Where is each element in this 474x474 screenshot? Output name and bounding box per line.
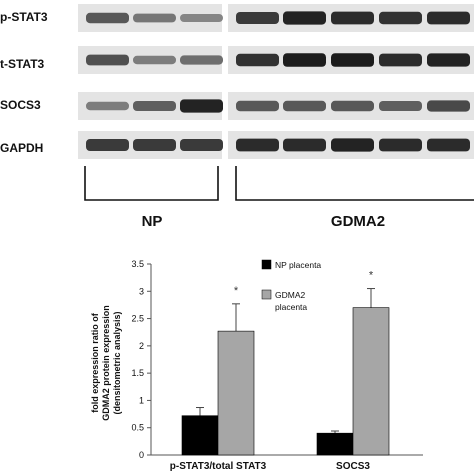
blot-band: [379, 11, 422, 25]
y-tick-label: 3.5: [131, 259, 144, 269]
bar-chart: fold expression ratio of GDMA2 protein e…: [90, 259, 423, 472]
blot-band: [236, 100, 279, 112]
blot-band: [331, 138, 374, 152]
y-tick-label: 1.5: [131, 368, 144, 378]
blot-band: [379, 138, 422, 152]
significance-asterisk: *: [234, 285, 239, 297]
legend: NP placenta GDMA2 placenta: [261, 259, 321, 312]
y-ticks: 0 0.5 1 1.5 2 2.5 3 3.5: [131, 259, 151, 460]
significance-markers: **: [234, 270, 374, 297]
blot-label-gapdh: GAPDH: [0, 141, 43, 155]
blot-band: [331, 11, 374, 25]
legend-swatch-np-placenta: [261, 259, 272, 270]
blot-band: [236, 53, 279, 67]
blot-band: [379, 53, 422, 67]
blot-band: [427, 138, 470, 152]
y-tick-label: 1: [139, 395, 144, 405]
blot-band: [427, 11, 470, 25]
y-tick-label: 2.5: [131, 314, 144, 324]
y-axis-label-line-2: GDMA2 protein expression: [101, 305, 111, 421]
blot-band: [427, 53, 470, 67]
blot-band: [236, 138, 279, 152]
blot-label-t-stat3: t-STAT3: [0, 57, 45, 71]
blot-band: [86, 139, 129, 151]
blot-band: [180, 139, 223, 151]
y-tick-label: 0.5: [131, 423, 144, 433]
western-blot-panel: p-STAT3 t-STAT3 SOCS3 GAPDH NP GDMA2: [0, 4, 474, 230]
bars: [181, 307, 390, 456]
legend-label-np-placenta: NP placenta: [275, 260, 321, 270]
blot-band: [427, 100, 470, 112]
blot-band: [180, 55, 223, 65]
blot-band: [86, 54, 129, 66]
blot-band: [379, 101, 422, 111]
blot-band: [133, 101, 176, 111]
bar-np-placenta-1: [316, 432, 354, 456]
blot-band: [133, 139, 176, 151]
blot-band: [236, 12, 279, 24]
bar-np-placenta-0: [181, 415, 219, 456]
blot-strips: [78, 4, 474, 159]
y-tick-label: 3: [139, 286, 144, 296]
blot-band: [283, 100, 326, 112]
blot-band: [283, 138, 326, 152]
bar-gdma2-placenta-0: [217, 330, 255, 456]
blot-band: [331, 100, 374, 112]
blot-band: [133, 55, 176, 65]
blot-band: [331, 53, 374, 67]
category-label-p-stat3-total-stat3: p-STAT3/total STAT3: [170, 461, 267, 472]
blot-label-p-stat3: p-STAT3: [0, 10, 48, 24]
group-label-gdma2: GDMA2: [331, 213, 385, 230]
y-axis-label-line-1: fold expression ratio of: [90, 312, 100, 413]
y-axis-label-line-3: (densitometric analysis): [112, 311, 122, 414]
legend-label-gdma2-placenta: GDMA2 placenta: [275, 290, 307, 312]
blot-label-socs3: SOCS3: [0, 98, 41, 112]
blot-band: [180, 99, 223, 113]
blot-band: [283, 53, 326, 67]
y-tick-label: 2: [139, 341, 144, 351]
blot-band: [283, 11, 326, 25]
error-bars: [196, 288, 375, 434]
blot-band: [86, 101, 129, 111]
y-tick-label: 0: [139, 450, 144, 460]
blot-band: [86, 12, 129, 24]
category-label-socs3: SOCS3: [336, 461, 370, 472]
blot-band: [133, 13, 176, 23]
bar-gdma2-placenta-1: [352, 307, 390, 456]
group-label-np: NP: [142, 213, 163, 230]
blot-band: [180, 14, 223, 22]
gdma2-bracket: [235, 166, 474, 201]
np-bracket: [84, 166, 219, 201]
significance-asterisk: *: [369, 270, 374, 282]
legend-swatch-gdma2-placenta: [261, 289, 272, 300]
